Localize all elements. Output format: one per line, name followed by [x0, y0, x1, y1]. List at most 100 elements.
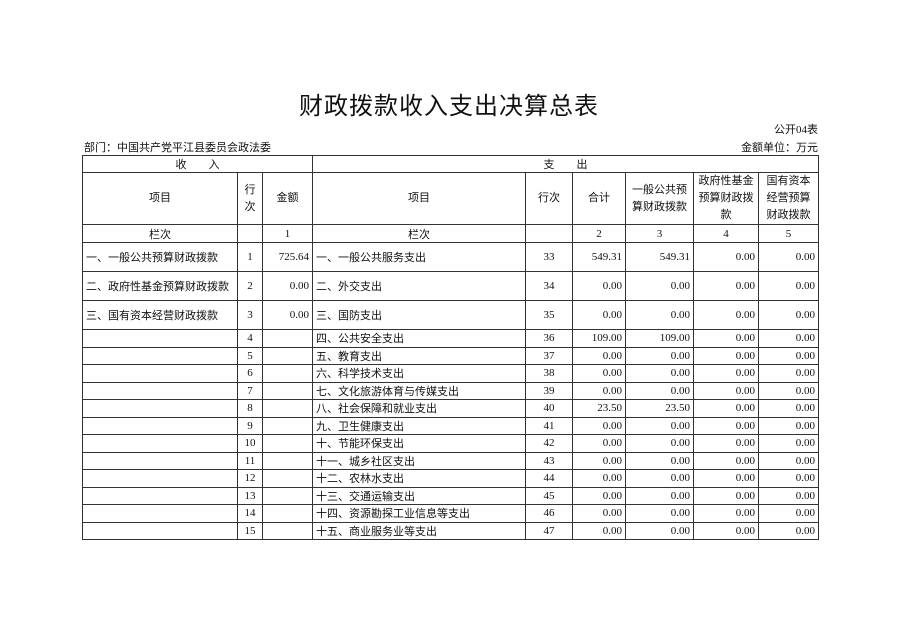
expense-item-cell: 七、文化旅游体育与传媒支出 — [312, 381, 526, 400]
expense-row-no-cell: 36 — [525, 329, 573, 348]
gov-fund-cell: 0.00 — [693, 346, 759, 365]
column-header-row: 项目 行 次 金额 项目 行次 合计 一般公共预算财政拨款 政府性基金预算财政拨… — [82, 172, 819, 225]
general-budget-cell: 23.50 — [625, 399, 694, 418]
expense-item-cell: 一、一般公共服务支出 — [312, 242, 526, 272]
income-item-cell — [82, 416, 238, 435]
expense-row-no-cell: 44 — [525, 469, 573, 488]
gov-fund-cell: 0.00 — [693, 451, 759, 470]
general-budget-cell: 0.00 — [625, 346, 694, 365]
total-cell: 0.00 — [572, 364, 626, 383]
expense-row-no-cell: 39 — [525, 381, 573, 400]
income-row-no-cell: 2 — [237, 271, 263, 301]
income-amount-cell — [262, 329, 313, 348]
expense-row-no-cell: 43 — [525, 451, 573, 470]
expense-item-cell: 九、卫生健康支出 — [312, 416, 526, 435]
income-amount-cell: 0.00 — [262, 300, 313, 330]
income-amount-cell — [262, 434, 313, 453]
total-cell: 0.00 — [572, 346, 626, 365]
income-header: 收 入 — [82, 155, 313, 173]
income-amount-cell — [262, 381, 313, 400]
income-amount-cell — [262, 399, 313, 418]
state-capital-cell: 0.00 — [758, 486, 819, 505]
header-gov-fund: 政府性基金预算财政拨款 — [693, 172, 759, 225]
header-general-budget: 一般公共预算财政拨款 — [625, 172, 694, 225]
expense-header: 支 出 — [312, 155, 819, 173]
state-capital-cell: 0.00 — [758, 329, 819, 348]
table-row: 11 十一、城乡社区支出 43 0.00 0.00 0.00 0.00 — [82, 451, 819, 470]
income-row-no-cell: 5 — [237, 346, 263, 365]
expense-item-cell: 三、国防支出 — [312, 300, 526, 330]
income-amount-cell — [262, 451, 313, 470]
income-item-cell: 二、政府性基金预算财政拨款 — [82, 271, 238, 301]
general-budget-cell: 0.00 — [625, 434, 694, 453]
blank-cell — [237, 224, 263, 243]
col-index-5: 5 — [758, 224, 819, 243]
state-capital-cell: 0.00 — [758, 381, 819, 400]
col-index-3: 3 — [625, 224, 694, 243]
total-cell: 0.00 — [572, 300, 626, 330]
gov-fund-cell: 0.00 — [693, 434, 759, 453]
column-index-row: 栏次 1 栏次 2 3 4 5 — [82, 224, 819, 243]
income-row-no-cell: 14 — [237, 504, 263, 523]
expense-item-cell: 十三、交通运输支出 — [312, 486, 526, 505]
gov-fund-cell: 0.00 — [693, 329, 759, 348]
gov-fund-cell: 0.00 — [693, 521, 759, 540]
blank-cell — [525, 224, 573, 243]
general-budget-cell: 0.00 — [625, 469, 694, 488]
income-item-cell: 一、一般公共预算财政拨款 — [82, 242, 238, 272]
total-cell: 0.00 — [572, 486, 626, 505]
gov-fund-cell: 0.00 — [693, 469, 759, 488]
state-capital-cell: 0.00 — [758, 416, 819, 435]
income-row-no-cell: 9 — [237, 416, 263, 435]
expense-row-no-cell: 46 — [525, 504, 573, 523]
header-state-capital: 国有资本经营预算财政拨款 — [758, 172, 819, 225]
expense-row-no-cell: 38 — [525, 364, 573, 383]
state-capital-cell: 0.00 — [758, 399, 819, 418]
header-amount: 金额 — [262, 172, 313, 225]
state-capital-cell: 0.00 — [758, 364, 819, 383]
total-cell: 0.00 — [572, 469, 626, 488]
col-label: 栏次 — [82, 224, 238, 243]
col-index-2: 2 — [572, 224, 626, 243]
total-cell: 549.31 — [572, 242, 626, 272]
income-item-cell: 三、国有资本经营财政拨款 — [82, 300, 238, 330]
income-amount-cell — [262, 521, 313, 540]
income-amount-cell — [262, 469, 313, 488]
general-budget-cell: 549.31 — [625, 242, 694, 272]
income-row-no-cell: 11 — [237, 451, 263, 470]
income-item-cell — [82, 469, 238, 488]
expense-row-no-cell: 45 — [525, 486, 573, 505]
expense-item-cell: 二、外交支出 — [312, 271, 526, 301]
expense-row-no-cell: 35 — [525, 300, 573, 330]
total-cell: 0.00 — [572, 504, 626, 523]
income-row-no-cell: 8 — [237, 399, 263, 418]
section-header-row: 收 入 支 出 — [82, 155, 819, 173]
table-row: 4 四、公共安全支出 36 109.00 109.00 0.00 0.00 — [82, 329, 819, 348]
income-item-cell — [82, 504, 238, 523]
col-index-4: 4 — [693, 224, 759, 243]
table-row: 8 八、社会保障和就业支出 40 23.50 23.50 0.00 0.00 — [82, 399, 819, 418]
state-capital-cell: 0.00 — [758, 521, 819, 540]
expense-item-cell: 十二、农林水支出 — [312, 469, 526, 488]
general-budget-cell: 0.00 — [625, 504, 694, 523]
state-capital-cell: 0.00 — [758, 434, 819, 453]
income-row-no-cell: 7 — [237, 381, 263, 400]
expense-row-no-cell: 34 — [525, 271, 573, 301]
table-row: 13 十三、交通运输支出 45 0.00 0.00 0.00 0.00 — [82, 486, 819, 505]
page-title: 财政拨款收入支出决算总表 — [299, 94, 599, 120]
income-item-cell — [82, 434, 238, 453]
income-item-cell — [82, 346, 238, 365]
total-cell: 0.00 — [572, 434, 626, 453]
income-amount-cell: 725.64 — [262, 242, 313, 272]
col-label-2: 栏次 — [312, 224, 526, 243]
expense-item-cell: 五、教育支出 — [312, 346, 526, 365]
total-cell: 0.00 — [572, 416, 626, 435]
table-row: 10 十、节能环保支出 42 0.00 0.00 0.00 0.00 — [82, 434, 819, 453]
expense-item-cell: 六、科学技术支出 — [312, 364, 526, 383]
income-item-cell — [82, 329, 238, 348]
income-item-cell — [82, 399, 238, 418]
gov-fund-cell: 0.00 — [693, 504, 759, 523]
total-cell: 0.00 — [572, 521, 626, 540]
gov-fund-cell: 0.00 — [693, 399, 759, 418]
income-row-no-cell: 15 — [237, 521, 263, 540]
